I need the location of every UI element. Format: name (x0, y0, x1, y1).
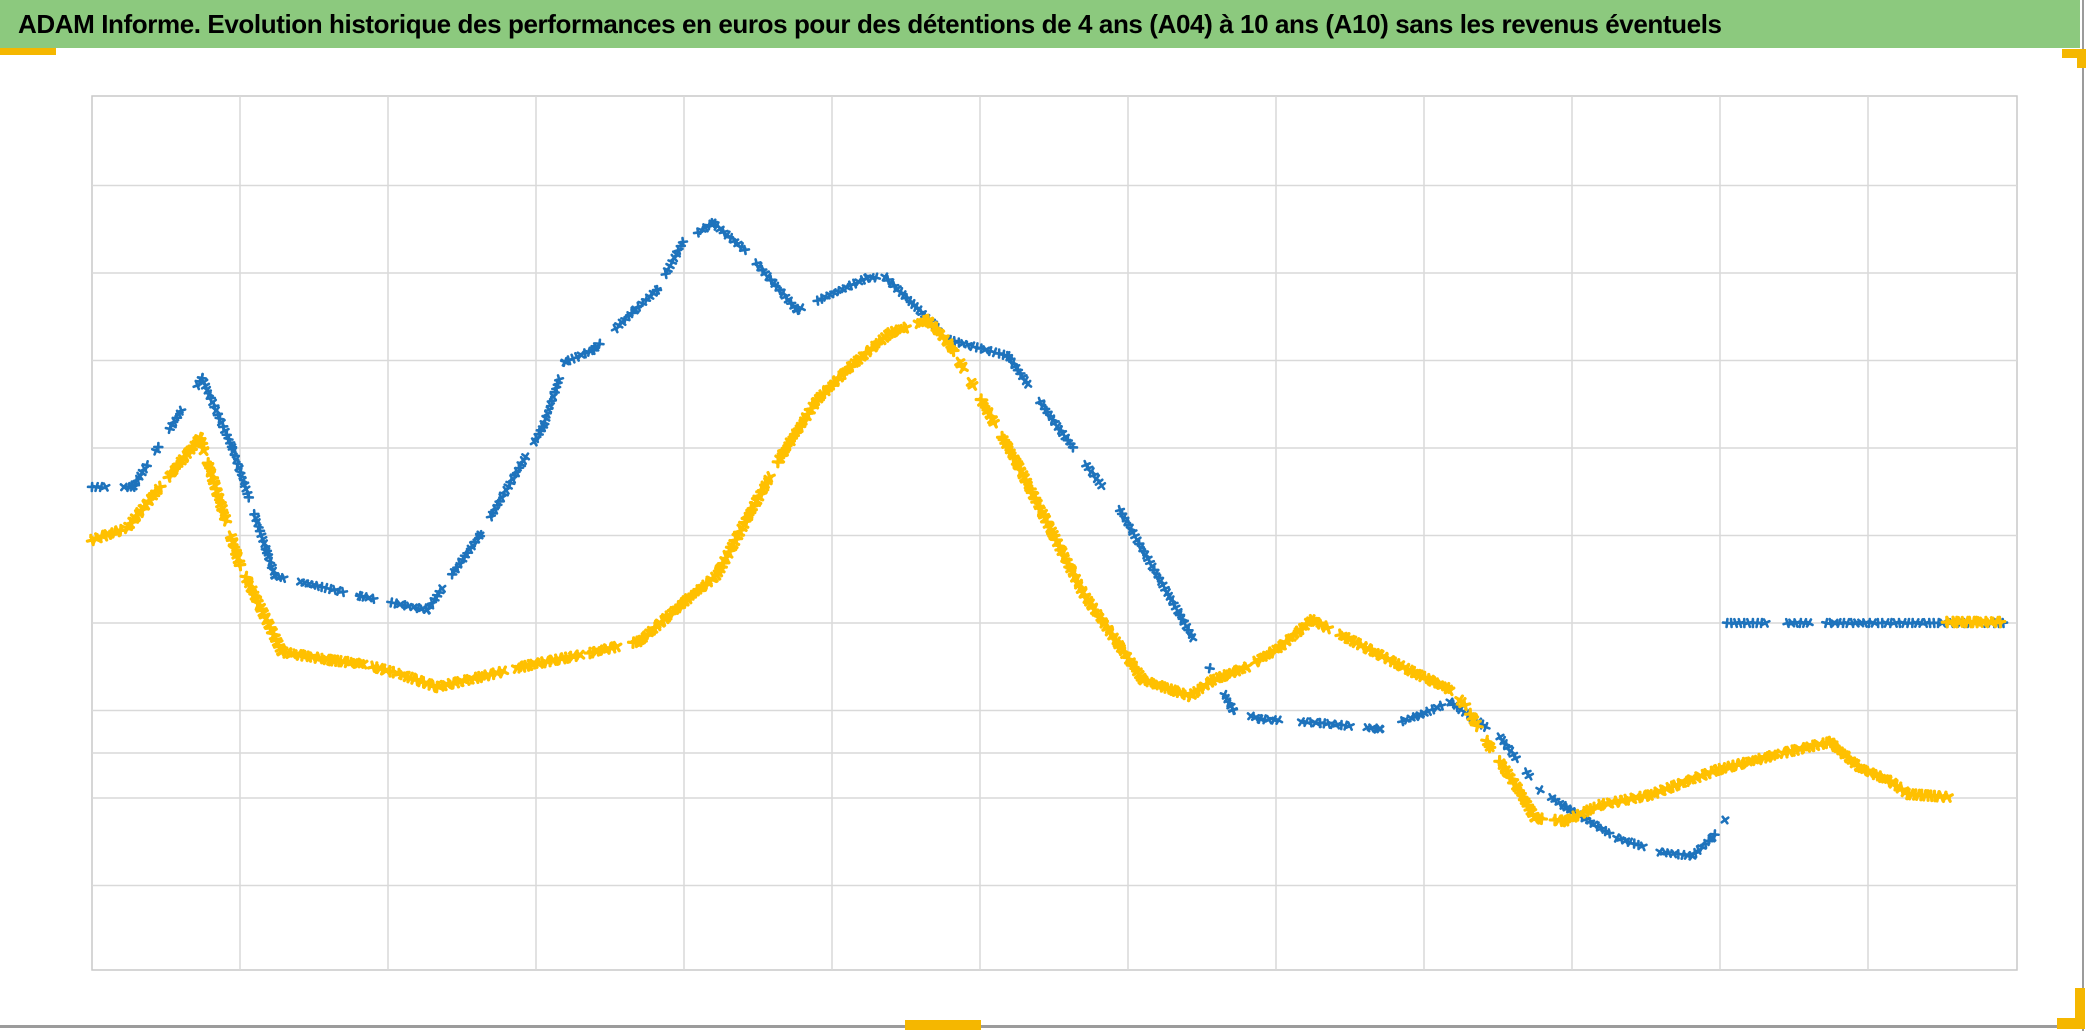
window-border-right (2082, 0, 2084, 1031)
selection-handle-bottom-right-side[interactable] (2075, 988, 2085, 1029)
title-bar: ADAM Informe. Evolution historique des p… (0, 0, 2080, 48)
page-title: ADAM Informe. Evolution historique des p… (18, 8, 1722, 39)
selection-handle-bottom-middle[interactable] (905, 1020, 981, 1030)
selection-handle-top-left[interactable] (0, 48, 56, 55)
selection-handle-top-right[interactable] (2062, 49, 2086, 58)
selection-handle-top-right-side[interactable] (2077, 49, 2086, 68)
selection-handle-bottom-right[interactable] (2057, 1018, 2085, 1029)
window-border-bottom (0, 1025, 2058, 1028)
